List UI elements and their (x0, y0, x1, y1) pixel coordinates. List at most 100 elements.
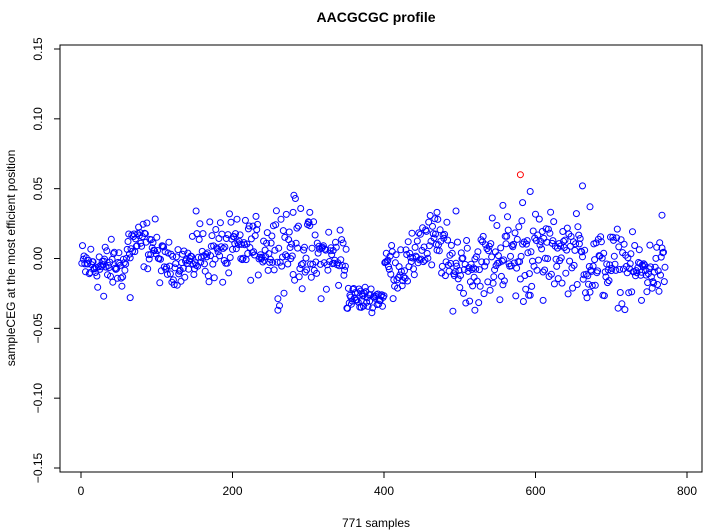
data-point (521, 272, 529, 279)
data-point (402, 246, 410, 254)
data-point (226, 210, 233, 218)
data-point (559, 228, 567, 235)
data-point (583, 294, 591, 302)
y-axis-label: sampleCEG at the most efficient position (4, 150, 18, 367)
data-point (308, 244, 316, 252)
x-tick-label: 0 (78, 484, 85, 498)
data-point (297, 261, 305, 269)
data-point (511, 229, 519, 237)
data-point (585, 280, 592, 288)
data-point (139, 220, 147, 228)
data-point (140, 263, 148, 271)
data-point (573, 281, 581, 288)
data-point (523, 237, 531, 245)
y-axis: −0.15 −0.10 −0.05 0.00 0.05 0.10 0.15 (31, 37, 61, 483)
data-point (247, 235, 255, 243)
data-point (272, 221, 280, 229)
data-point (219, 244, 227, 252)
data-point (385, 265, 393, 273)
data-point (294, 222, 302, 230)
data-point (517, 252, 525, 260)
data-point (93, 272, 101, 280)
data-point (357, 303, 365, 311)
data-point (591, 256, 599, 264)
data-point (654, 281, 661, 288)
data-point (419, 258, 427, 266)
x-axis-label: 771 samples (342, 516, 410, 530)
y-tick-label: −0.15 (31, 452, 45, 483)
data-point (454, 238, 461, 246)
data-point (605, 277, 613, 285)
data-point (204, 272, 212, 280)
data-point (336, 226, 344, 234)
data-point (341, 262, 349, 270)
data-point (270, 266, 278, 274)
data-point (379, 302, 386, 310)
data-point (367, 285, 375, 293)
data-point (264, 266, 272, 274)
data-point (488, 214, 496, 222)
data-point (249, 222, 257, 230)
data-point (121, 266, 129, 274)
data-point (660, 248, 667, 256)
data-point (494, 252, 502, 260)
data-point (129, 247, 136, 255)
data-point (247, 276, 255, 284)
data-point (612, 266, 620, 274)
data-point (519, 240, 527, 248)
data-point (305, 219, 313, 227)
data-point (170, 281, 178, 289)
data-point (404, 238, 412, 246)
data-point (398, 282, 406, 290)
data-point (350, 285, 358, 292)
data-point (274, 295, 282, 303)
highlighted-point (516, 171, 524, 179)
data-point (441, 272, 449, 280)
data-point (273, 258, 281, 266)
data-point (525, 270, 533, 278)
data-point (547, 270, 555, 278)
data-point (547, 208, 555, 216)
data-point (627, 250, 635, 258)
y-tick-label: 0.05 (31, 177, 45, 201)
data-point (513, 235, 521, 243)
data-point (600, 292, 608, 300)
data-point (637, 271, 645, 279)
data-point (566, 257, 574, 265)
data-point (94, 283, 102, 291)
data-point (655, 287, 663, 295)
data-point (447, 260, 455, 267)
data-point (600, 249, 608, 257)
data-point (314, 249, 322, 257)
data-point (380, 292, 388, 300)
data-point (604, 266, 612, 274)
data-point (620, 240, 628, 248)
data-point (416, 230, 424, 238)
data-point (476, 282, 484, 290)
data-point (300, 246, 308, 254)
data-point (473, 277, 481, 285)
data-point (588, 282, 596, 289)
data-point (286, 244, 294, 251)
data-point (238, 256, 246, 264)
data-point (482, 258, 490, 266)
data-point (460, 266, 468, 273)
data-point (589, 262, 597, 270)
data-point (429, 222, 436, 230)
data-point (526, 291, 534, 299)
y-tick-label: 0.00 (31, 246, 45, 270)
data-point (597, 238, 605, 246)
data-point (252, 212, 260, 220)
data-point (79, 242, 86, 250)
data-point (302, 254, 310, 262)
data-point (291, 195, 299, 202)
data-point (254, 220, 261, 228)
data-point (401, 267, 408, 275)
x-axis: 0 200 400 600 800 (78, 471, 697, 498)
data-point (561, 236, 569, 244)
data-point (581, 246, 589, 254)
data-point (616, 289, 624, 296)
data-point (100, 292, 108, 300)
data-point (196, 220, 204, 228)
